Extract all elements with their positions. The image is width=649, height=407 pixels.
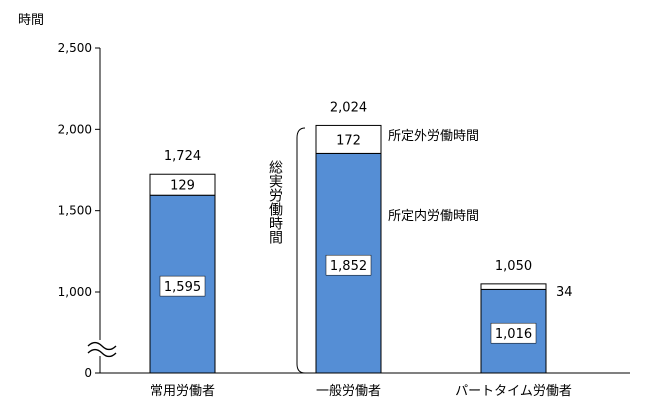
data-label-overtime: 129 [170,179,195,194]
y-tick-label: 1,000 [58,285,92,299]
data-label-overtime: 34 [556,285,573,300]
x-tick-label: パートタイム労働者 [455,384,572,399]
y-tick-label: 0 [84,366,92,380]
data-label-scheduled: 1,016 [495,327,532,342]
data-label-box [159,275,206,297]
total-hours-bracket [296,127,306,374]
x-tick-label: 常用労働者 [150,384,215,399]
axis-break-line [87,341,117,351]
bar-overtime-hours [315,124,382,154]
axis-break-line [87,348,117,358]
y-tick-label: 2,500 [58,41,92,55]
data-label-scheduled: 1,595 [164,280,201,295]
series-label-scheduled: 所定内労働時間 [388,208,479,224]
data-label-total: 2,024 [330,100,367,115]
data-label-box [325,254,372,276]
data-label-total: 1,724 [164,149,201,164]
y-tick-label: 1,500 [58,204,92,218]
x-tick-label: 一般労働者 [316,383,381,399]
axis-break-gap [86,340,116,356]
y-axis: 0 1,000 1,500 2,000 2,500 [58,41,117,380]
data-label-scheduled: 1,852 [330,259,367,274]
series-label-overtime: 所定外労働時間 [388,129,479,144]
x-axis: 常用労働者 一般労働者 パートタイム労働者 [100,372,630,399]
data-label-total: 1,050 [495,259,532,274]
bars: 1,595 129 1,724 1,852 172 2,024 1,016 34 1,050 [149,100,573,374]
y-tick-label: 2,000 [58,122,92,136]
bar-overtime-hours [480,283,547,290]
bar-overtime-hours [149,173,216,196]
y-axis-label: 時間 [18,13,44,28]
data-label-box [490,322,537,344]
data-label-overtime: 172 [336,133,361,148]
bracket-label: 総実労働時間 [267,160,283,245]
